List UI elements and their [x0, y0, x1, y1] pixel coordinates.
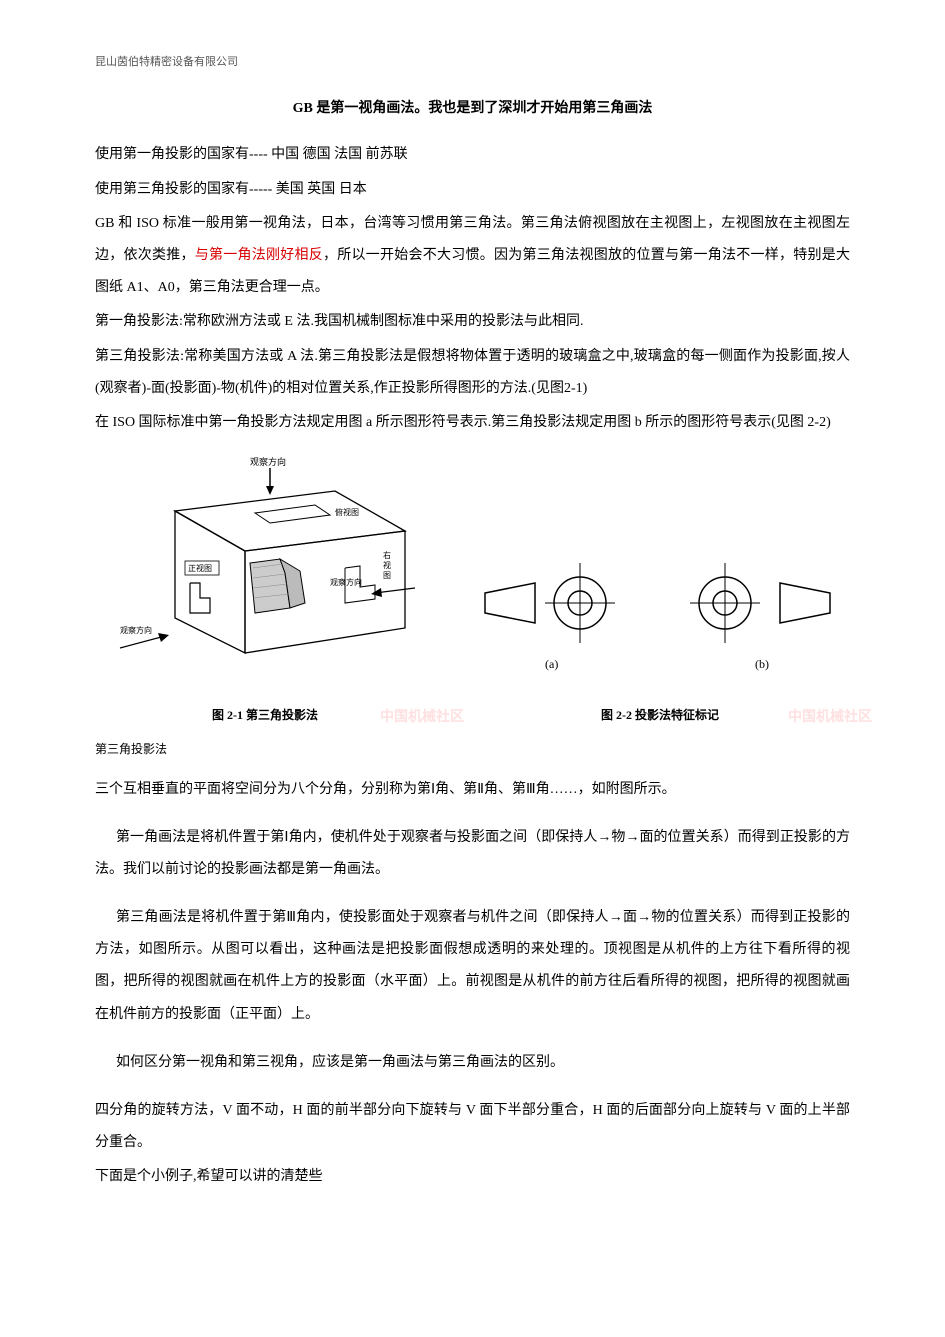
label-obs-bl: 观察方向: [120, 625, 152, 635]
label-obs-side: 观察方向: [330, 577, 362, 587]
paragraph-9: 第三角画法是将机件置于第Ⅲ角内，使投影面处于观察者与机件之间（即保持人→面→物的…: [95, 902, 850, 1031]
figure-2-1: 观察方向 俯视图 正视图: [95, 453, 435, 730]
label-front-view: 正视图: [188, 563, 212, 573]
paragraph-6: 在 ISO 国际标准中第一角投影方法规定用图 a 所示图形符号表示.第三角投影法…: [95, 407, 850, 439]
p3-red-text: 与第一角法刚好相反: [195, 248, 323, 263]
label-top-view: 俯视图: [335, 507, 359, 517]
paragraph-7: 三个互相垂直的平面将空间分为八个分角，分别称为第Ⅰ角、第Ⅱ角、第Ⅲ角……，如附图…: [95, 774, 850, 806]
projection-box-diagram: 观察方向 俯视图 正视图: [105, 453, 425, 683]
paragraph-4: 第一角投影法:常称欧洲方法或 E 法.我国机械制图标准中采用的投影法与此相同.: [95, 306, 850, 338]
figure-2-1-caption: 图 2-1 第三角投影法: [95, 702, 435, 730]
paragraph-5: 第三角投影法:常称美国方法或 A 法.第三角投影法是假想将物体置于透明的玻璃盒之…: [95, 341, 850, 405]
symbol-b-label: (b): [755, 657, 769, 671]
paragraph-1: 使用第一角投影的国家有---- 中国 德国 法国 前苏联: [95, 139, 850, 171]
paragraph-2: 使用第三角投影的国家有----- 美国 英国 日本: [95, 174, 850, 206]
paragraph-10: 如何区分第一视角和第三视角，应该是第一角画法与第三角画法的区别。: [95, 1047, 850, 1079]
paragraph-8: 第一角画法是将机件置于第Ⅰ角内，使机件处于观察者与投影面之间（即保持人→物→面的…: [95, 822, 850, 886]
symbol-a-label: (a): [545, 657, 558, 671]
label-right-view-1: 右: [383, 550, 391, 560]
section-heading: 第三角投影法: [95, 736, 850, 764]
label-right-view-3: 图: [383, 571, 391, 580]
paragraph-12: 下面是个小例子,希望可以讲的清楚些: [95, 1161, 850, 1193]
page-title: GB 是第一视角画法。我也是到了深圳才开始用第三角画法: [95, 93, 850, 125]
figure-2-2: (a) (b) 图 2-2 投影法特征标记: [470, 553, 850, 730]
paragraph-11: 四分角的旋转方法，V 面不动，H 面的前半部分向下旋转与 V 面下半部分重合，H…: [95, 1095, 850, 1159]
figures-row: 观察方向 俯视图 正视图: [95, 453, 850, 730]
company-header: 昆山茵伯特精密设备有限公司: [95, 50, 850, 75]
label-obs-top: 观察方向: [250, 456, 286, 467]
paragraph-3: GB 和 ISO 标准一般用第一视角法，日本，台湾等习惯用第三角法。第三角法俯视…: [95, 208, 850, 305]
projection-symbols-diagram: (a) (b): [470, 553, 850, 683]
figure-2-2-caption: 图 2-2 投影法特征标记: [470, 702, 850, 730]
label-right-view-2: 视: [383, 560, 391, 570]
